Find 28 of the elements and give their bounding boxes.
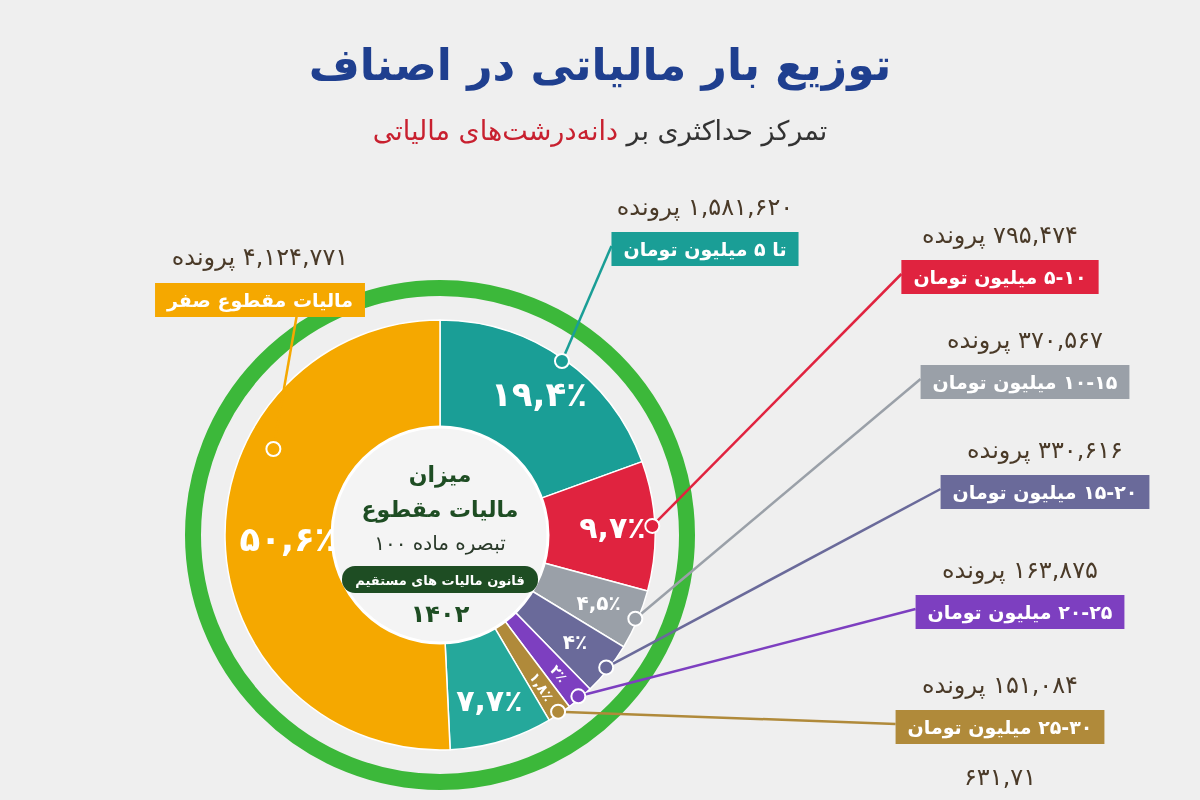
chart-subtitle: تمرکز حداکثری بر دانه‌درشت‌های مالیاتی — [372, 115, 828, 147]
slice-label: ۵-۱۰ میلیون تومان — [913, 266, 1087, 289]
data-label: ۴,۵٪ — [576, 590, 621, 615]
text: تبصره ماده ۱۰۰ — [374, 531, 506, 555]
text: ۶۳۱,۷۱ — [963, 763, 1037, 791]
slice-label: ۱۰-۱۵ میلیون تومان — [932, 371, 1118, 394]
data-label: ۱۹,۴٪ — [491, 373, 587, 414]
text: میزان — [408, 462, 472, 488]
text: ۳۷۰,۵۶۷ پرونده — [947, 326, 1104, 354]
data-label: ۷,۷٪ — [456, 682, 523, 718]
text: ۱۴۰۲ — [410, 600, 470, 628]
slice-label: ۲۰-۲۵ میلیون تومان — [927, 601, 1113, 624]
text: مالیات مقطوع — [361, 497, 519, 523]
slice-label: تا ۵ میلیون تومان — [623, 238, 787, 261]
text: قانون مالیات های مستقیم — [355, 573, 525, 588]
text: ۱۶۳,۸۷۵ پرونده — [942, 556, 1098, 584]
chart-title: توزیع بار مالیاتی در اصناف — [308, 39, 892, 91]
data-label: ۴٪ — [562, 630, 588, 655]
text: ۱۵۱,۰۸۴ پرونده — [922, 671, 1078, 699]
text: ۱,۵۸۱,۶۲۰ پرونده — [616, 193, 794, 221]
slice-label: مالیات مقطوع صفر — [166, 289, 353, 312]
text: ۴,۱۲۴,۷۷۱ پرونده — [171, 243, 349, 271]
slice-label: ۲۵-۳۰ میلیون تومان — [907, 716, 1093, 739]
data-label: ۹,۷٪ — [579, 510, 646, 546]
text: ۷۹۵,۴۷۴ پرونده — [922, 221, 1078, 249]
text: ۳۳۰,۶۱۶ پرونده — [967, 436, 1123, 464]
slice-label: ۱۵-۲۰ میلیون تومان — [952, 481, 1138, 504]
data-label: ۲٪ — [547, 661, 571, 686]
